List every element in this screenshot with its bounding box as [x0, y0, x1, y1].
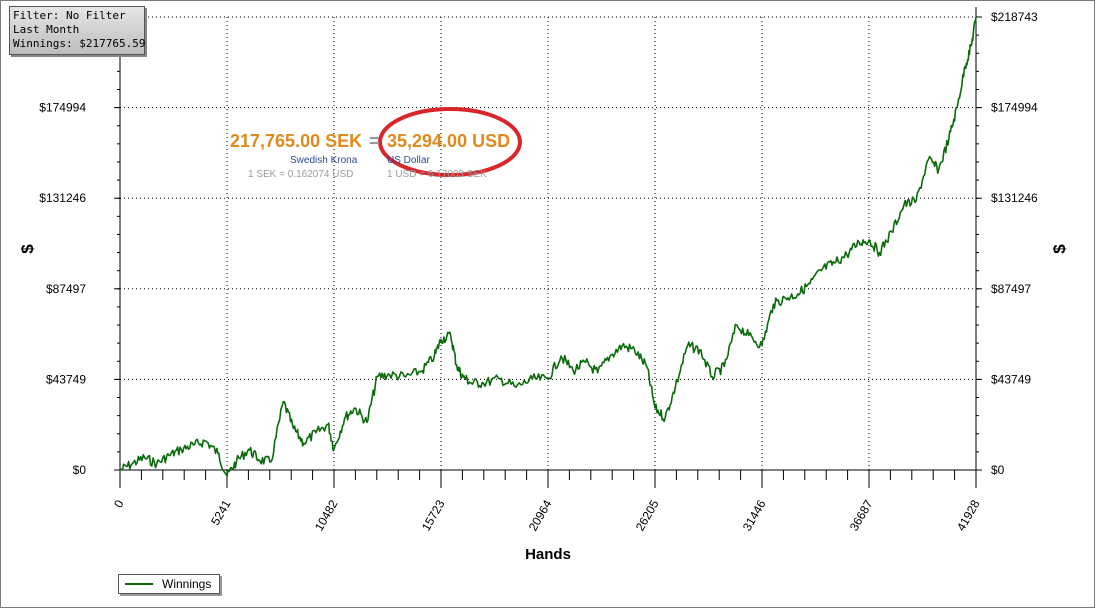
- y-tick-label-right: $0: [991, 463, 1005, 477]
- converter-from-currency: Swedish Krona: [290, 155, 358, 166]
- legend-swatch: [125, 583, 153, 585]
- converter-from-amount: 217,765.00 SEK: [230, 131, 363, 151]
- filter-label: Filter: No Filter: [13, 9, 126, 22]
- x-axis-title: Hands: [525, 546, 571, 563]
- y-tick-label-left: $174994: [39, 101, 86, 115]
- converter-to-rate: 1 USD = 6.17003 SEK: [387, 169, 487, 180]
- y-axis-title-left: $: [18, 244, 37, 254]
- x-tick-label: 10482: [312, 497, 341, 533]
- converter-equals: =: [369, 131, 380, 151]
- converter-to-currency: US Dollar: [387, 155, 430, 166]
- period-label: Last Month: [13, 23, 80, 36]
- x-tick-label: 41928: [954, 497, 983, 533]
- series-layer: [119, 16, 977, 477]
- y-tick-label-left: $87497: [46, 282, 86, 296]
- y-tick-label-right: $43749: [991, 372, 1031, 386]
- x-tick-label: 31446: [740, 497, 769, 533]
- legend-label-winnings: Winnings: [162, 577, 212, 591]
- y-tick-label-right: $174994: [991, 101, 1038, 115]
- x-tick-label: 15723: [419, 497, 448, 533]
- winnings-total-label: Winnings: $217765.59: [13, 37, 146, 50]
- highlight-circle: [378, 107, 522, 177]
- y-tick-label-left: $43749: [46, 372, 86, 386]
- labels-layer: $0 $0 $43749 $43749 $87497 $87497 $131246 $1312…: [39, 10, 1038, 533]
- converter-to-amount: 35,294.00 USD: [387, 131, 511, 151]
- x-tick-label: 5241: [208, 497, 234, 527]
- filter-info-box: Filter: No Filter Last Month Winnings: $…: [9, 6, 145, 55]
- y-tick-label-right: $131246: [991, 191, 1038, 205]
- axes-layer: [114, 7, 982, 488]
- series-line-winnings: [119, 16, 977, 477]
- x-tick-label: 26205: [633, 497, 662, 533]
- y-tick-label-left: $131246: [39, 191, 86, 205]
- x-tick-label: 20964: [526, 497, 555, 533]
- x-tick-label: 36687: [847, 497, 876, 533]
- y-tick-label-right: $218743: [991, 10, 1038, 24]
- y-tick-label-left: $0: [73, 463, 87, 477]
- grid-layer: [120, 16, 976, 471]
- x-tick-label: 0: [111, 497, 127, 510]
- y-tick-label-right: $87497: [991, 282, 1031, 296]
- y-axis-title-right: $: [1050, 244, 1069, 254]
- converter-from-rate: 1 SEK = 0.162074 USD: [248, 169, 354, 180]
- legend: Winnings: [118, 574, 220, 594]
